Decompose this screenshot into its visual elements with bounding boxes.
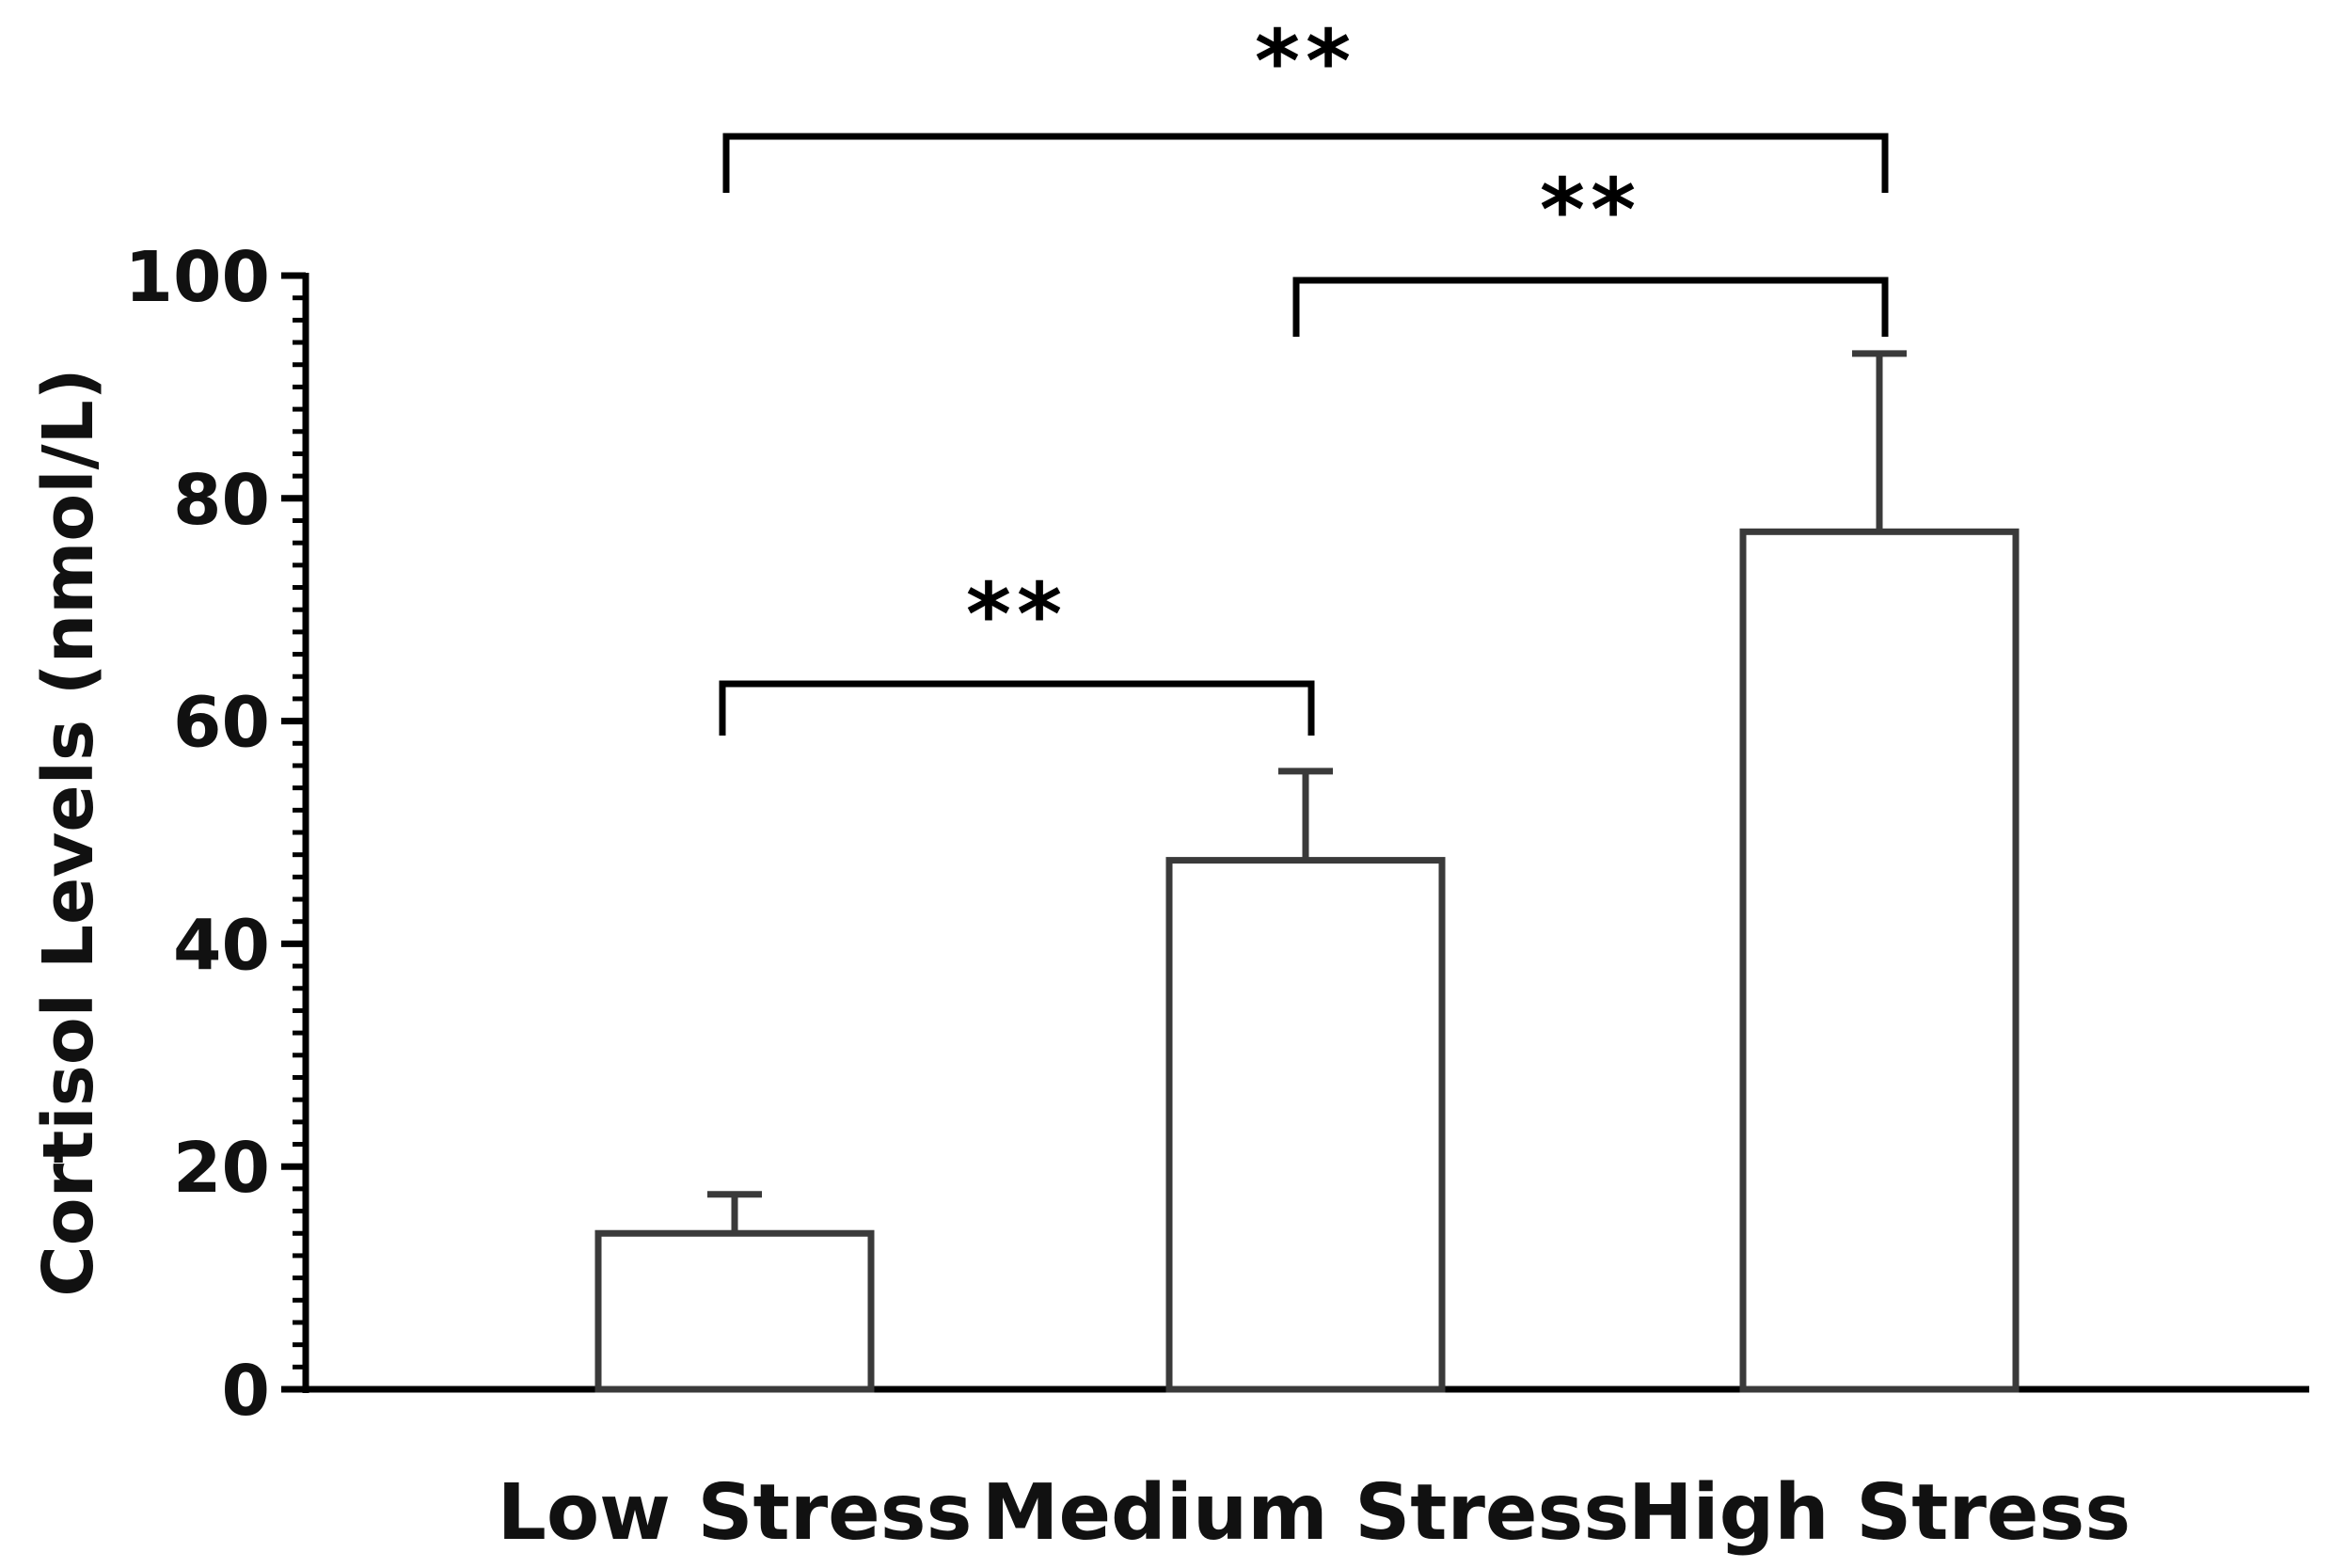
y-tick-label: 60	[173, 683, 270, 764]
x-category-label: Medium Stress	[982, 1468, 1629, 1558]
x-category-label: Low Stress	[498, 1468, 973, 1558]
significance-brackets: ** ** **	[719, 11, 1889, 736]
x-category-label: High Stress	[1628, 1468, 2131, 1558]
y-axis: 0 20 40 60 80 100	[125, 237, 309, 1432]
significance-label: **	[966, 564, 1068, 665]
significance-bracket	[722, 133, 1889, 193]
significance-bracket	[1292, 277, 1889, 337]
significance-label: **	[1540, 160, 1641, 261]
y-tick-label: 100	[125, 237, 270, 318]
y-tick-label: 20	[173, 1128, 270, 1209]
bar	[1165, 857, 1446, 1393]
error-bars	[707, 350, 1907, 1234]
bar	[1739, 528, 2020, 1393]
y-axis-title: Cortisol Levels (nmol/L)	[28, 368, 109, 1296]
bars	[594, 528, 2020, 1393]
significance-bracket	[719, 680, 1315, 736]
y-tick-label: 40	[173, 905, 270, 986]
significance-label: **	[1255, 11, 1356, 112]
bar	[594, 1229, 875, 1393]
y-tick-label: 80	[173, 460, 270, 541]
y-tick-label: 0	[222, 1351, 271, 1432]
